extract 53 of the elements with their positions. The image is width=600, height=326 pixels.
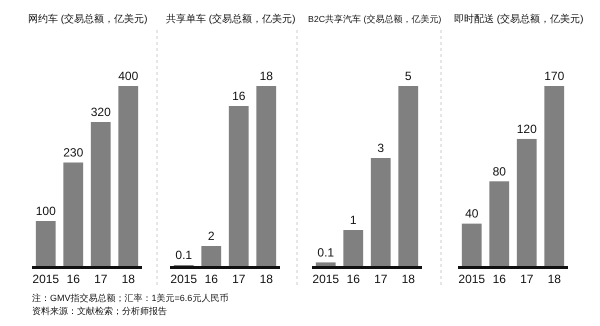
x-tick-label: 16 (346, 272, 360, 286)
data-label: 230 (63, 146, 84, 160)
x-tick-label: 16 (66, 272, 80, 286)
bar (398, 86, 418, 266)
x-tick-label: 17 (232, 272, 246, 286)
data-label: 0.1 (317, 245, 334, 260)
x-tick-label: 17 (374, 272, 388, 286)
data-label: 40 (465, 206, 479, 221)
bar (63, 162, 84, 266)
chart-title: 网约车 (交易总额，亿美元) (28, 13, 148, 25)
bar (118, 86, 138, 266)
data-label: 3 (377, 141, 384, 155)
bar (36, 221, 56, 266)
x-tick-label: 2015 (170, 272, 198, 286)
bar (228, 106, 249, 266)
data-label: 320 (90, 105, 112, 119)
chart-title: B2C共享汽车 (交易总额，亿美元) (308, 14, 442, 24)
x-tick-label: 2015 (32, 272, 60, 286)
data-label: 18 (260, 69, 274, 83)
x-tick-label: 18 (548, 272, 562, 286)
bar (316, 262, 336, 266)
x-tick-label: 17 (94, 272, 108, 286)
bar (90, 122, 111, 266)
x-tick-label: 2015 (312, 272, 340, 286)
data-label: 1 (350, 213, 357, 227)
data-label: 0.1 (175, 248, 192, 262)
data-label: 5 (404, 69, 412, 83)
data-label: 400 (118, 69, 139, 83)
text: 资料来源：文献检索；分析师报告 (32, 306, 167, 316)
data-label: 80 (492, 164, 506, 178)
x-tick-label: 17 (520, 272, 534, 286)
x-tick-label: 18 (122, 272, 136, 286)
x-tick-label: 18 (260, 272, 274, 286)
chart-title: 即时配送 (交易总额，亿美元) (454, 13, 584, 25)
bar (516, 138, 537, 266)
bar (201, 246, 222, 266)
data-label: 120 (516, 122, 538, 136)
bar (370, 158, 391, 266)
data-label: 2 (208, 229, 215, 243)
bar (343, 230, 364, 266)
x-tick-label: 18 (402, 272, 416, 286)
bar (462, 224, 482, 266)
text: 注：GMV指交易总额；汇率：1美元=6.6元人民币 (32, 293, 228, 303)
data-label: 170 (544, 69, 565, 83)
data-label: 100 (36, 204, 56, 218)
x-tick-label: 16 (204, 272, 218, 286)
bar (489, 181, 510, 266)
x-tick-label: 2015 (458, 272, 486, 286)
chart-title: 共享单车 (交易总额，亿美元) (166, 13, 296, 25)
bar (544, 86, 564, 266)
data-label: 16 (232, 89, 246, 103)
x-tick-label: 16 (492, 272, 506, 286)
bar (256, 86, 276, 266)
